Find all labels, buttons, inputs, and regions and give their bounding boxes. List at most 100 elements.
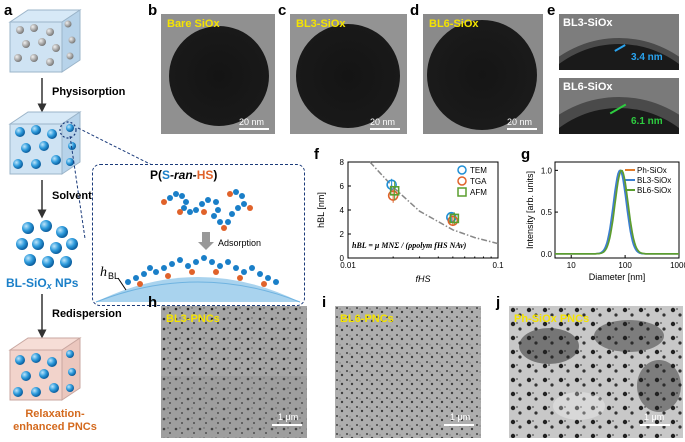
hbl-sub: BL (108, 271, 119, 281)
cube-pnc (8, 337, 82, 401)
xtick-label-g-10: 10 (567, 261, 576, 270)
ytick-label-f-8: 8 (340, 158, 345, 167)
panel-label-g: g (521, 146, 531, 163)
sem-label-bl6: BL6-PNCs (340, 313, 394, 325)
cube-dispersion (8, 9, 82, 73)
step-redispersion: Redispersion (52, 308, 122, 320)
polymer-hs: HS (196, 168, 214, 182)
point-tga (447, 215, 459, 227)
polymer-s: S (162, 168, 171, 182)
ytick-label-f-6: 6 (340, 182, 345, 191)
xaxis-label-f: fHS (415, 274, 430, 284)
scale-text-h: 1 μm (278, 412, 299, 422)
fit-curve-f (369, 161, 499, 245)
point-tem (386, 179, 397, 191)
tem-zoom-bl3-value: 3.4 nm (631, 52, 663, 63)
ytick-label-g: 0.5 (541, 208, 553, 217)
series-line-2 (555, 169, 679, 255)
ytick-label-g: 1.0 (541, 166, 553, 175)
tem-zoom-bl6: BL6-SiOx 6.1 nm (559, 78, 679, 134)
panel-label-c: c (278, 2, 287, 19)
tem-label-bl6: BL6-SiOx (429, 18, 479, 30)
np-label: BL-SiOx NPs (6, 276, 78, 291)
legend-marker-afm (457, 187, 467, 197)
hbl-main: h (100, 265, 107, 280)
tem-image-bare: Bare SiOx 20 nm (161, 14, 275, 134)
scale-bar-d (507, 128, 537, 130)
pnc-label: Relaxation-enhanced PNCs (13, 408, 97, 433)
scale-bar-i (444, 424, 474, 426)
ytick-label-g: 0.0 (541, 250, 553, 259)
chart-g: 0.0 0.5 1.0 10 100 1000 Diameter [nm] Intensity… (525, 161, 685, 282)
polymer-pre: P( (150, 168, 162, 182)
point-afm (449, 213, 460, 224)
yaxis-label-g: Intensity [arb. units] (525, 171, 535, 249)
sem-image-bl6 (335, 306, 481, 438)
adsorption-text: Adsorption (218, 238, 261, 248)
polymer-post: ) (213, 168, 218, 182)
ytick-label-f-0: 0 (340, 254, 345, 263)
plot-frame-g (554, 161, 680, 259)
legend-label-tga: TGA (470, 177, 487, 186)
zoom-lines (69, 127, 153, 240)
tem-image-bl3: BL3-SiOx 20 nm (290, 14, 407, 134)
scale-text-j: 1 μm (644, 412, 665, 422)
sem-image-bl3 (161, 306, 307, 438)
step-physisorption: Physisorption (52, 86, 126, 98)
panel-label-d: d (410, 2, 420, 19)
scale-text-d: 20 nm (507, 117, 533, 127)
tem-zoom-bl3: BL3-SiOx 3.4 nm (559, 14, 679, 70)
legend-label-tem: TEM (470, 166, 487, 175)
scale-text-b: 20 nm (239, 117, 265, 127)
polymer-mid: -ran- (170, 168, 197, 182)
tem-image-bl6: BL6-SiOx 20 nm (423, 14, 543, 134)
ytick-label-f-2: 2 (340, 230, 345, 239)
point-tga (387, 190, 399, 201)
legend-label-1: BL3-SiOx (637, 176, 671, 185)
tem-label-bare: Bare SiOx (167, 18, 220, 30)
panel-label-i: i (322, 294, 327, 311)
panel-label-e: e (547, 2, 556, 19)
xtick-label-g-1000: 1000 (670, 261, 685, 270)
tem-label-bl3: BL3-SiOx (296, 18, 346, 30)
scale-bar-j (640, 424, 670, 426)
tem-zoom-bl6-label: BL6-SiOx (563, 81, 613, 93)
adsorption-illustration: Adsorption h BL (95, 189, 301, 303)
panel-label-a: a (4, 2, 13, 19)
free-chain (161, 189, 253, 231)
xtick-label-f-0.01: 0.01 (340, 261, 356, 270)
scale-text-i: 1 μm (450, 412, 471, 422)
point-afm (389, 185, 400, 196)
np-label-pre: BL-SiO (6, 276, 47, 290)
legend-label-2: BL6-SiOx (637, 186, 671, 195)
scale-bar-b (239, 128, 269, 130)
free-nanoparticles (16, 220, 78, 268)
tem-zoom-bl3-label: BL3-SiOx (563, 17, 613, 29)
sem-label-ph: Ph-SiOx PNCs (514, 313, 590, 325)
equation-f: hBL = μ MNΣ / (ρpolym fHS NAv) (352, 241, 467, 250)
panel-label-b: b (148, 2, 158, 19)
legend-marker-tem (457, 165, 467, 175)
panel-label-h: h (148, 294, 158, 311)
cube-physisorbed (8, 111, 82, 175)
np-label-sub: x (46, 281, 52, 291)
sem-image-ph (509, 306, 683, 438)
polymer-label: P(S-ran-HS) (150, 168, 217, 182)
scale-bar-h (272, 424, 302, 426)
scale-bar-c (370, 128, 400, 130)
xtick-label-f-0.1: 0.1 (492, 261, 504, 270)
np-label-post: NPs (51, 276, 79, 290)
sem-label-bl3: BL3-PNCs (166, 313, 220, 325)
panel-label-f: f (314, 146, 319, 163)
yaxis-label-f: hBL [nm] (316, 192, 326, 228)
schematic-a-cubes (8, 9, 82, 401)
panel-label-j: j (496, 294, 501, 311)
legend-label-0: Ph-SiOx (637, 166, 667, 175)
legend-marker-tga (457, 176, 467, 186)
legend-label-afm: AFM (470, 188, 487, 197)
tem-zoom-bl6-value: 6.1 nm (631, 116, 663, 127)
ytick-label-f-4: 4 (340, 206, 345, 215)
chart-f: 0 2 4 6 8 0.01 0.1 fHS hBL [nm] TEM TGA AFM hBL = μ … (316, 158, 504, 284)
xaxis-label-g: Diameter [nm] (589, 272, 646, 282)
xtick-label-g-100: 100 (618, 261, 632, 270)
